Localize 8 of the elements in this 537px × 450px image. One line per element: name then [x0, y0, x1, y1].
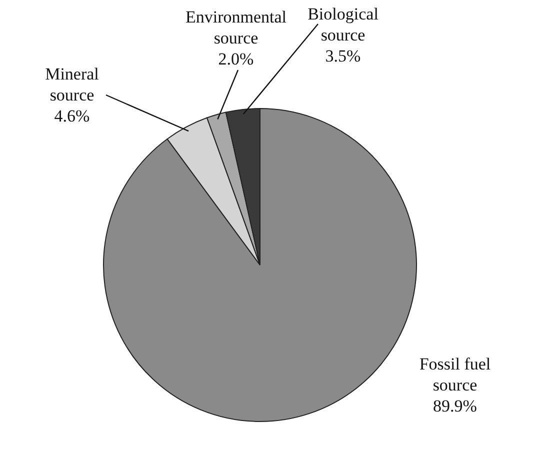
data-label: 3.5%: [325, 46, 361, 66]
slice-label: Environmental source: [185, 7, 287, 48]
data-label: 2.0%: [218, 49, 254, 68]
data-label: 4.6%: [54, 106, 90, 126]
slice-label: Mineral source: [45, 64, 100, 104]
data-label: 89.9%: [433, 396, 477, 416]
slice-label: Biological source: [308, 4, 379, 44]
slice-label: Fossil fuel source: [419, 354, 491, 394]
